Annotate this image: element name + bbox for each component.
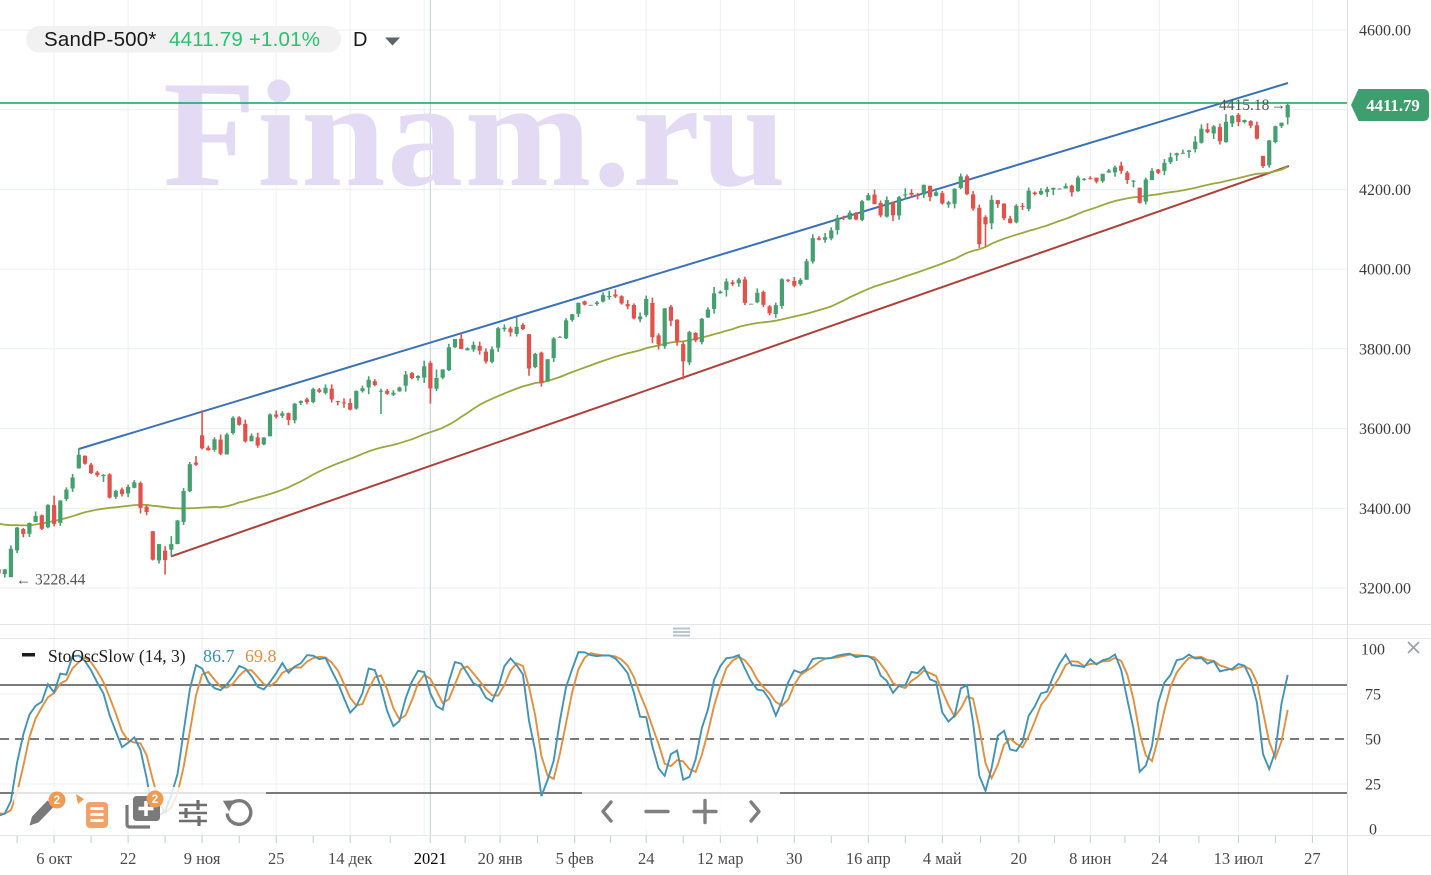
svg-text:3200.00: 3200.00: [1359, 581, 1411, 598]
svg-text:20 янв: 20 янв: [478, 849, 523, 868]
svg-text:4000.00: 4000.00: [1359, 262, 1411, 279]
svg-text:2: 2: [152, 794, 158, 806]
svg-text:27: 27: [1304, 849, 1321, 868]
svg-text:StoOscSlow (14, 3): StoOscSlow (14, 3): [48, 646, 186, 666]
svg-text:9 ноя: 9 ноя: [184, 849, 221, 868]
svg-text:25: 25: [1365, 777, 1381, 794]
svg-text:4200.00: 4200.00: [1359, 182, 1411, 199]
svg-text:3600.00: 3600.00: [1359, 421, 1411, 438]
svg-text:Finam.ru: Finam.ru: [163, 50, 787, 218]
svg-text:20: 20: [1011, 849, 1028, 868]
svg-text:75: 75: [1365, 687, 1381, 704]
svg-text:12 мар: 12 мар: [697, 849, 744, 868]
svg-text:2021: 2021: [414, 849, 447, 868]
svg-text:4415.18: 4415.18: [1219, 97, 1270, 114]
svg-text:30: 30: [786, 849, 803, 868]
svg-text:24: 24: [638, 849, 655, 868]
svg-text:50: 50: [1365, 732, 1381, 749]
svg-text:0: 0: [1369, 822, 1377, 839]
svg-text:→: →: [1271, 98, 1286, 114]
svg-text:3800.00: 3800.00: [1359, 341, 1411, 358]
svg-text:24: 24: [1151, 849, 1168, 868]
svg-text:6 окт: 6 окт: [36, 849, 72, 868]
svg-text:14 дек: 14 дек: [328, 849, 373, 868]
svg-text:16 апр: 16 апр: [846, 849, 891, 868]
svg-text:4 май: 4 май: [923, 849, 962, 868]
svg-text:D: D: [353, 29, 367, 51]
svg-text:4411.79: 4411.79: [1366, 96, 1420, 115]
svg-text:SandP-500*: SandP-500*: [44, 28, 157, 51]
svg-text:100: 100: [1361, 642, 1385, 659]
svg-text:5 фев: 5 фев: [556, 849, 594, 868]
svg-text:86.7: 86.7: [203, 646, 235, 666]
svg-text:3400.00: 3400.00: [1359, 501, 1411, 518]
svg-text:3228.44: 3228.44: [35, 572, 86, 589]
svg-text:4411.79 +1.01%: 4411.79 +1.01%: [169, 28, 320, 51]
svg-text:13 июл: 13 июл: [1214, 849, 1264, 868]
svg-text:8 июн: 8 июн: [1069, 849, 1112, 868]
svg-text:22: 22: [120, 849, 137, 868]
svg-text:25: 25: [268, 849, 285, 868]
svg-text:69.8: 69.8: [245, 646, 277, 666]
svg-text:4600.00: 4600.00: [1359, 23, 1411, 40]
svg-text:←: ←: [16, 573, 31, 589]
svg-text:2: 2: [54, 795, 60, 807]
